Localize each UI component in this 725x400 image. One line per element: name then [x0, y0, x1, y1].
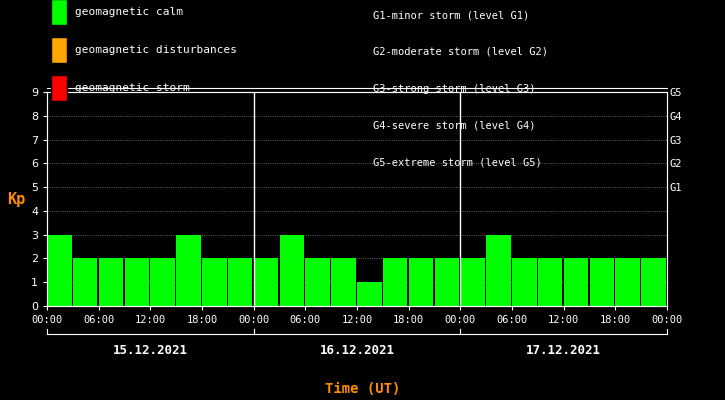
Text: G4-severe storm (level G4): G4-severe storm (level G4) — [373, 120, 536, 130]
Bar — [616, 258, 640, 306]
Text: Kp: Kp — [7, 192, 26, 206]
Text: G2-moderate storm (level G2): G2-moderate storm (level G2) — [373, 47, 548, 57]
Bar — [176, 235, 201, 306]
Bar — [280, 235, 304, 306]
Bar — [460, 258, 485, 306]
Text: 15.12.2021: 15.12.2021 — [113, 344, 188, 357]
Bar — [125, 258, 149, 306]
Bar — [434, 258, 459, 306]
Bar — [641, 258, 666, 306]
Bar — [331, 258, 356, 306]
Bar — [512, 258, 536, 306]
Bar — [228, 258, 252, 306]
Text: geomagnetic disturbances: geomagnetic disturbances — [75, 45, 237, 55]
Bar — [383, 258, 407, 306]
Bar — [99, 258, 123, 306]
Text: G5-extreme storm (level G5): G5-extreme storm (level G5) — [373, 157, 542, 167]
Text: 16.12.2021: 16.12.2021 — [320, 344, 394, 357]
Bar — [538, 258, 563, 306]
Bar — [564, 258, 588, 306]
Bar — [47, 235, 72, 306]
Text: Time (UT): Time (UT) — [325, 382, 400, 396]
Bar — [486, 235, 510, 306]
Bar — [73, 258, 97, 306]
Text: G1-minor storm (level G1): G1-minor storm (level G1) — [373, 10, 530, 20]
Bar — [305, 258, 330, 306]
Bar — [254, 258, 278, 306]
Text: 17.12.2021: 17.12.2021 — [526, 344, 601, 357]
Text: geomagnetic storm: geomagnetic storm — [75, 83, 190, 93]
Bar — [409, 258, 434, 306]
Bar — [589, 258, 614, 306]
Bar — [202, 258, 227, 306]
Bar — [357, 282, 381, 306]
Text: geomagnetic calm: geomagnetic calm — [75, 7, 183, 17]
Text: G3-strong storm (level G3): G3-strong storm (level G3) — [373, 84, 536, 94]
Bar — [151, 258, 175, 306]
